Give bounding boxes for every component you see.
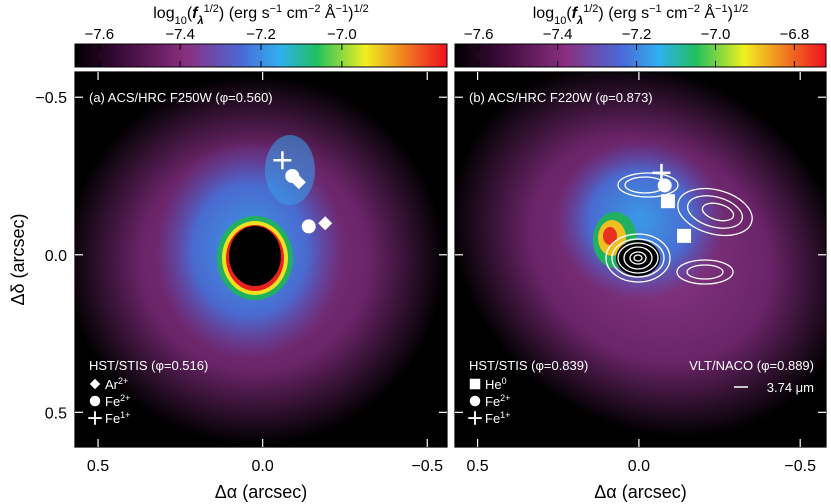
legend-entry: Fe1+ [105,410,130,426]
legend-marker [469,378,481,390]
legend-charge: 1+ [120,410,130,420]
marker-square [677,228,692,243]
colorbar-label-part: Å [320,3,335,22]
colorbar-tick-label: −7.4 [165,26,195,43]
marker-diamond [318,216,333,231]
y-tick-label: 0.5 [45,405,67,422]
legend-entry: Fe2+ [485,393,510,409]
legend-entry: Ar2+ [105,376,128,392]
colorbar-label-part: cm [662,5,688,22]
colorbar-label-part: −2 [687,3,700,15]
colorbar-label-part: λ [197,15,204,27]
x-tick-label: −0.5 [411,458,443,475]
colorbar-label-part: Å [700,3,715,22]
colorbar-label-part: ( [187,5,193,22]
plot-frame [74,71,448,448]
legend-charge: 0 [502,376,507,386]
panel-label: (a) ACS/HRC F250W (φ=0.560) [89,90,273,105]
x-axis-label: Δα (arcsec) [594,482,686,502]
marker-square [660,194,675,209]
colorbar-label-part: f [572,5,579,22]
colorbar-tick-label: −7.0 [327,26,357,43]
legend-name: Fe [485,394,500,409]
colorbar-tick-label: −7.2 [246,26,276,43]
panel-label: (b) ACS/HRC F220W (φ=0.873) [469,90,653,105]
colorbar-label-part: −1 [715,3,728,15]
colorbar-label-part: −1 [649,3,662,15]
x-tick-label: 0.0 [628,458,650,475]
colorbar-label-part: 1/2 [204,3,219,15]
colorbar-label-part: 10 [175,15,187,27]
colorbar-label-part: ) [348,5,353,22]
legend-name: Ar [105,377,119,392]
y-tick-label: 0.0 [45,248,67,265]
colorbar [454,43,827,68]
marker-circle [657,178,672,193]
colorbar-tick-label: −7.2 [622,26,652,43]
x-tick-label: 0.5 [466,458,488,475]
legend-marker [468,411,482,425]
marker-circle [285,168,300,183]
contour-label: VLT/NACO (φ=0.889) [689,358,814,373]
x-tick-label: 0.0 [252,458,274,475]
colorbar-label-part: f [192,5,199,22]
legend-title: HST/STIS (φ=0.516) [89,358,208,373]
colorbar-tick-label: −7.6 [464,26,494,43]
legend-title: HST/STIS (φ=0.839) [469,358,588,373]
colorbar-label-part: ) [728,5,733,22]
legend-name: Fe [105,411,120,426]
colorbar-label-part: −1 [270,3,283,15]
heatmap-a [75,72,447,447]
plot-frame [454,71,827,448]
colorbar-label: log10(fλ1/2) (erg s−1 cm−2 Å−1)1/2 [533,3,749,27]
y-tick-label: −0.5 [35,90,67,107]
scale-label: 3.74 μm [767,380,814,395]
colorbar-label-part: log [153,5,174,22]
marker-plus [273,151,292,170]
legend-name: Fe [105,394,120,409]
colorbar-label-part: ) (erg s [598,5,649,22]
marker-plus [652,163,671,182]
x-tick-label: −0.5 [784,458,816,475]
heatmap-b [455,72,826,447]
legend-marker [89,378,101,390]
colorbar-label-part: 10 [554,15,566,27]
colorbar-tick-label: −7.0 [701,26,731,43]
colorbar-tick-label: −7.4 [543,26,573,43]
colorbar-label-part: ( [566,5,572,22]
legend-charge: 2+ [118,376,128,386]
colorbar-tick-label: −7.6 [84,26,114,43]
legend-entry: Fe1+ [485,410,510,426]
colorbar-label-part: 1/2 [353,3,368,15]
y-axis-label: Δδ (arcsec) [8,213,28,305]
marker-circle [301,219,316,234]
colorbar-label-part: λ [576,15,583,27]
legend-marker [88,411,102,425]
colorbar-tick-label: −6.8 [780,26,810,43]
legend-entry: Fe2+ [105,393,130,409]
legend-marker [469,395,481,407]
colorbar-label-part: −1 [336,3,349,15]
colorbar-label-part: ) (erg s [219,5,270,22]
legend-entry: He0 [485,376,507,392]
legend-charge: 2+ [500,393,510,403]
legend-marker [89,395,101,407]
colorbar-label: log10(fλ1/2) (erg s−1 cm−2 Å−1)1/2 [153,3,369,27]
colorbar-label-part: cm [282,5,308,22]
colorbar-label-part: log [533,5,554,22]
x-axis-label: Δα (arcsec) [215,482,307,502]
colorbar-label-part: 1/2 [733,3,748,15]
x-tick-label: 0.5 [87,458,109,475]
colorbar-label-part: 1/2 [583,3,598,15]
legend-name: Fe [485,411,500,426]
legend-charge: 2+ [120,393,130,403]
colorbar-label-part: −2 [308,3,321,15]
legend-charge: 1+ [500,410,510,420]
legend-name: He [485,377,502,392]
